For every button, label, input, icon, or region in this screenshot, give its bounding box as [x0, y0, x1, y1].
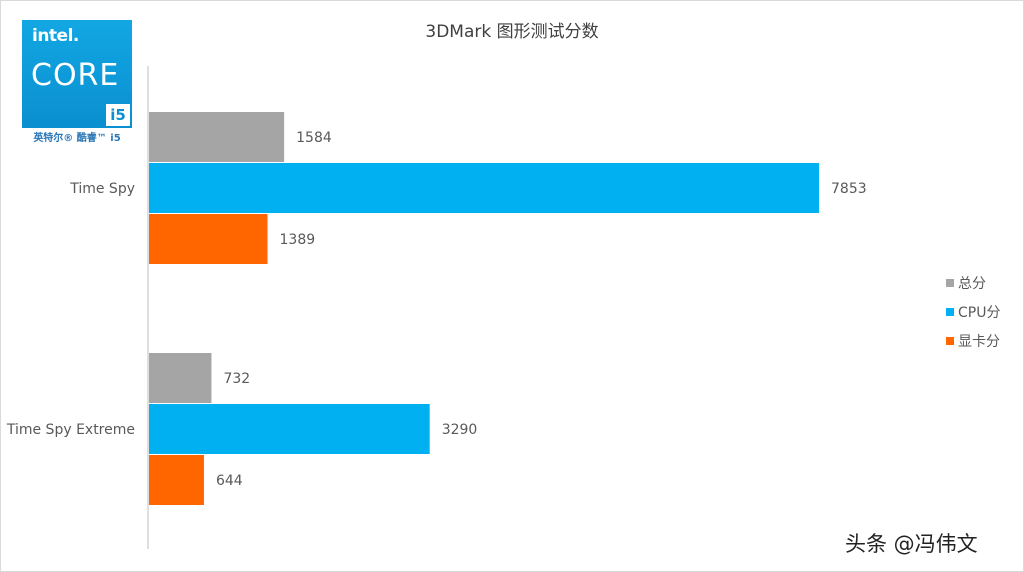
data-label-gpu: 1389: [280, 232, 316, 248]
legend-swatch-gpu: [946, 336, 954, 345]
category-label: Time Spy: [69, 181, 135, 197]
logo-tier: i5: [106, 104, 130, 126]
intel-core-i5-logo: intel. CORE i5: [22, 20, 132, 128]
bar-cpu: [149, 163, 819, 213]
bar-total: [149, 353, 212, 403]
chart-title: 3DMark 图形测试分数: [425, 22, 599, 42]
legend-swatch-cpu: [946, 307, 954, 316]
data-label-cpu: 3290: [442, 422, 478, 438]
legend-item-gpu: 显卡分: [946, 326, 1000, 355]
data-label-cpu: 7853: [831, 181, 867, 197]
bar-gpu: [149, 455, 204, 505]
logo-product: CORE: [31, 58, 120, 93]
logo-brand: intel.: [32, 26, 79, 46]
watermark: 头条 @冯伟文: [845, 532, 978, 556]
bar-total: [149, 112, 285, 162]
data-label-total: 732: [223, 371, 250, 387]
legend-label-gpu: 显卡分: [958, 333, 1000, 350]
data-label-gpu: 644: [216, 473, 243, 489]
legend-item-total: 总分: [946, 268, 1000, 297]
bar-cpu: [149, 404, 430, 454]
data-label-total: 1584: [296, 130, 332, 146]
legend-item-cpu: CPU分: [946, 297, 1000, 326]
legend-label-cpu: CPU分: [958, 304, 1001, 321]
bar-gpu: [149, 214, 268, 264]
legend: 总分 CPU分 显卡分: [946, 268, 1000, 355]
category-label: Time Spy Extreme: [6, 422, 135, 438]
logo-caption: 英特尔® 酷睿™ i5: [33, 133, 121, 144]
legend-label-total: 总分: [958, 275, 986, 292]
legend-swatch-total: [946, 278, 954, 287]
